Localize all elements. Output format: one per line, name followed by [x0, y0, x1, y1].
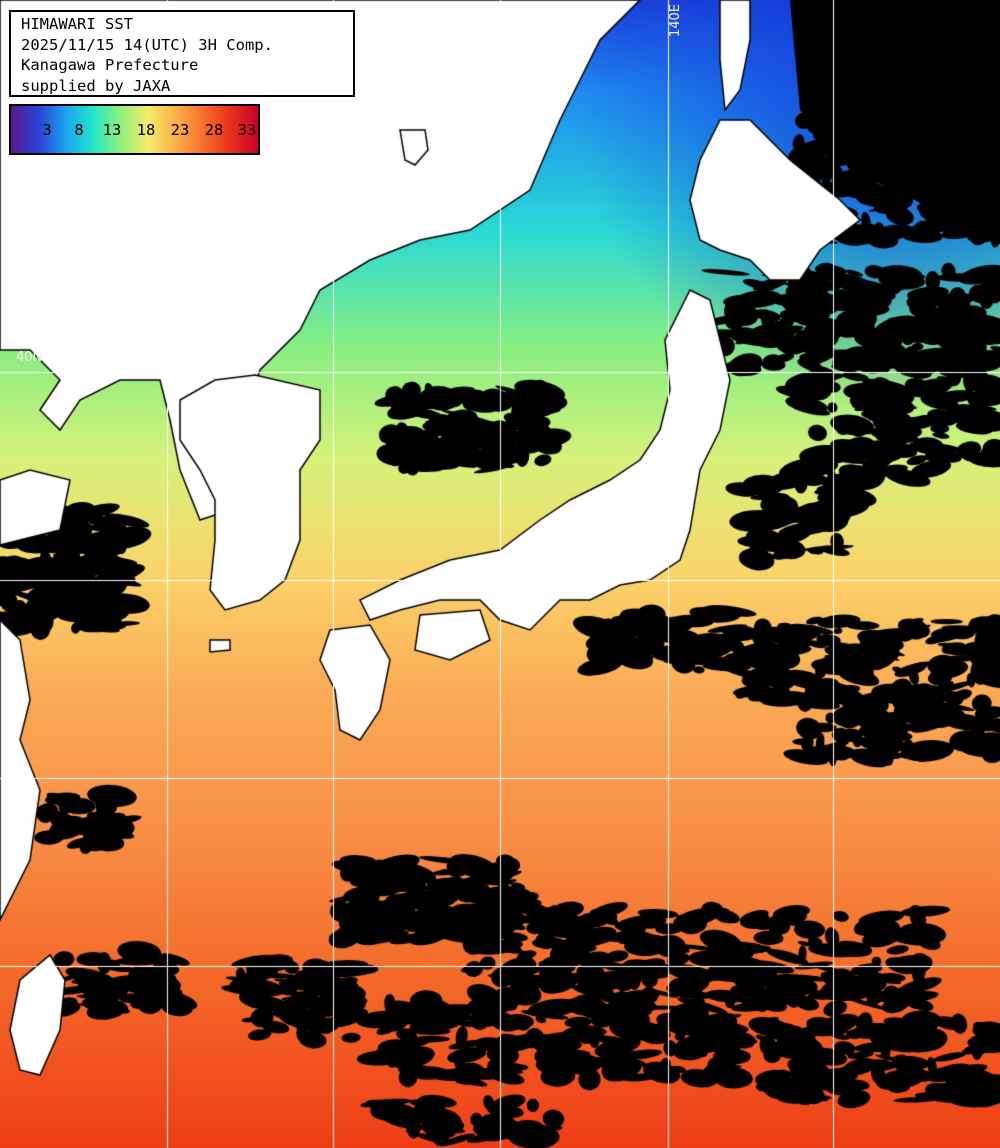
colorbar-tick: 18 [136, 121, 156, 139]
temperature-colorbar: 3 8 13 18 23 28 33 [9, 104, 260, 155]
latitude-label: 40N [16, 350, 43, 365]
colorbar-tick: 28 [204, 121, 224, 139]
colorbar-tick: 3 [42, 121, 52, 139]
colorbar-tick: 13 [102, 121, 122, 139]
timestamp: 2025/11/15 14(UTC) 3H Comp. [21, 35, 273, 54]
product-title: HIMAWARI SST [21, 15, 133, 33]
colorbar-tick: 23 [170, 121, 190, 139]
colorbar-tick: 8 [74, 121, 84, 139]
longitude-label: 140E [668, 4, 683, 38]
region-label: Kanagawa Prefecture [21, 56, 199, 74]
info-box: HIMAWARI SST 2025/11/15 14(UTC) 3H Comp.… [9, 10, 355, 97]
credit-label: supplied by JAXA [21, 76, 171, 95]
colorbar-labels: 3 8 13 18 23 28 33 [11, 106, 258, 153]
colorbar-tick: 33 [237, 121, 257, 139]
